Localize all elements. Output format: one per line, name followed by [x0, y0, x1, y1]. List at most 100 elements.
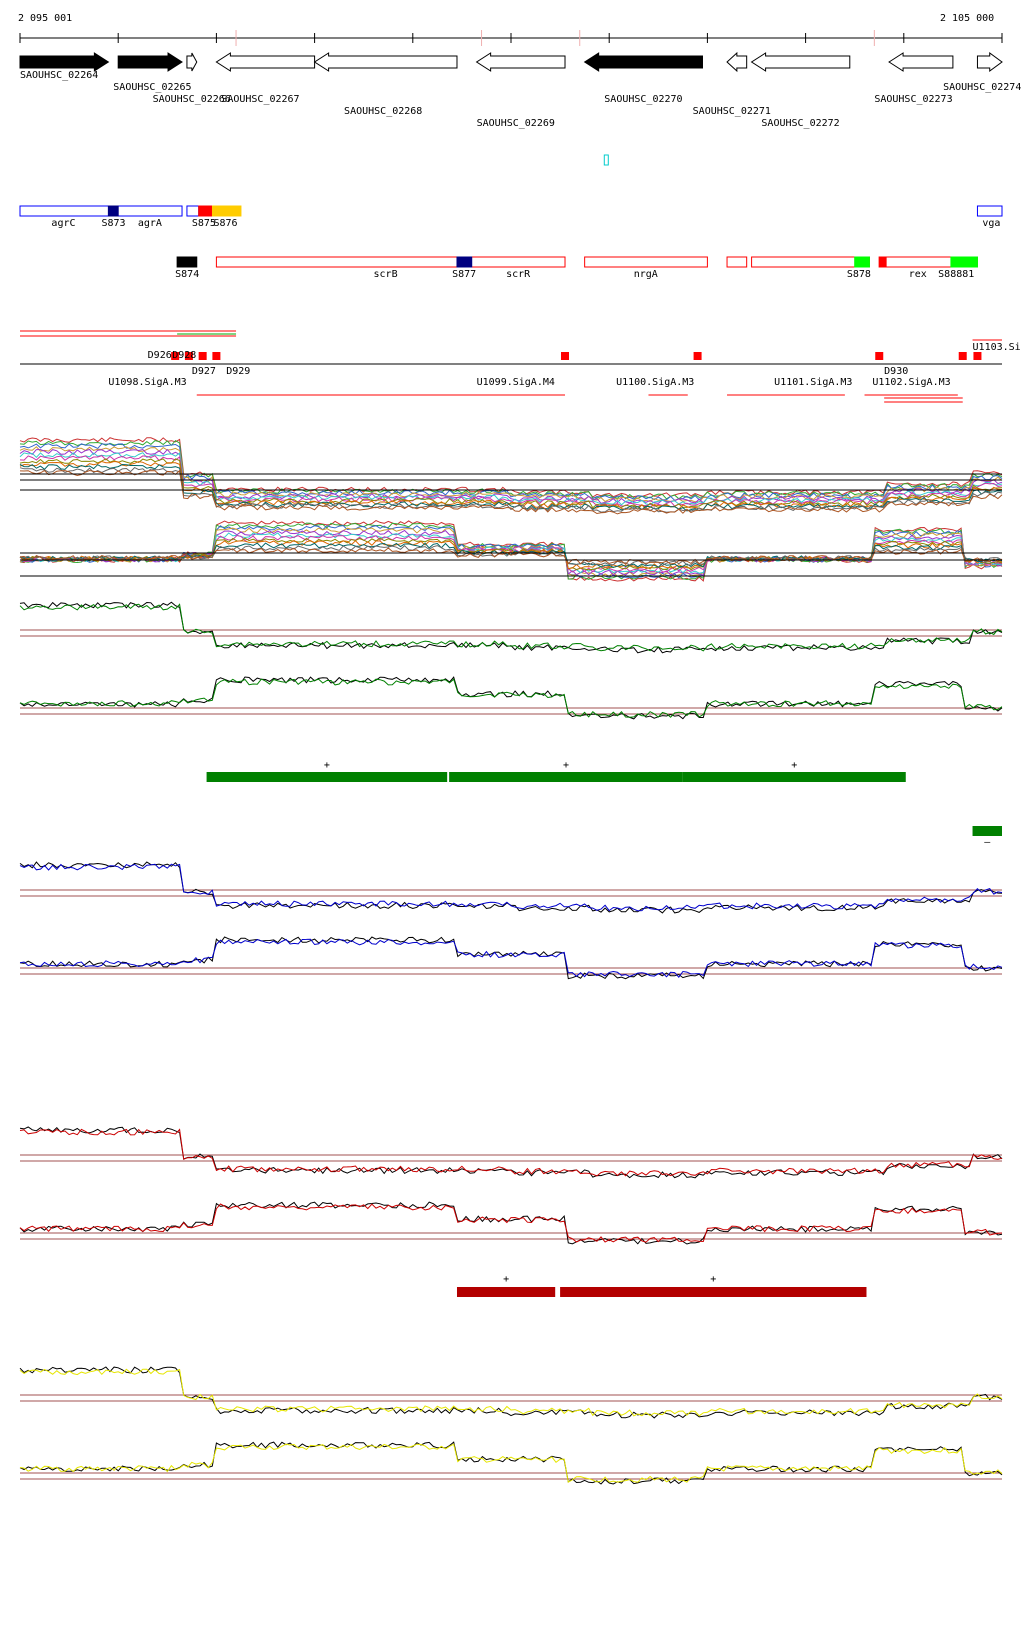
gene-label: SAOUHSC_02273 [874, 94, 952, 105]
feature-box [211, 205, 242, 217]
operon-label: D926 [148, 350, 172, 361]
expression-trace [19, 469, 1003, 515]
segment-strand: + [563, 760, 569, 771]
operon-label: D928 [172, 350, 196, 361]
segment-strand: + [710, 1274, 716, 1285]
promoter-mark [693, 352, 702, 360]
feature-box [198, 205, 213, 217]
promoter-mark [561, 352, 570, 360]
promoter-mark [212, 352, 221, 360]
segment-strand: + [503, 1274, 509, 1285]
operon-label: U1101.SigA.M3 [774, 377, 852, 388]
segment-bar [972, 826, 1002, 836]
trace-colour [19, 603, 1003, 652]
feature-label: scrB [374, 269, 398, 280]
gene-arrow [888, 52, 954, 72]
gene-arrow [215, 52, 316, 72]
feature-label: agrA [138, 218, 162, 229]
promoter-mark [973, 352, 982, 360]
trace-colour [19, 1128, 1003, 1177]
segment-strand: + [324, 760, 330, 771]
expression-trace [19, 545, 1003, 567]
trace-black [19, 1441, 1003, 1485]
feature-box [751, 256, 870, 268]
segment-bar [560, 1287, 867, 1297]
feature-label: S873 [102, 218, 126, 229]
gene-label: SAOUHSC_02269 [477, 118, 555, 129]
gene-arrow [726, 51, 748, 73]
promoter-mark [875, 352, 884, 360]
ruler-start-label: 2 095 001 [18, 13, 73, 24]
gene-label: SAOUHSC_02264 [20, 70, 98, 81]
gene-label: SAOUHSC_02267 [221, 94, 299, 105]
gene-label: SAOUHSC_02268 [344, 106, 422, 117]
gene-arrow [313, 52, 458, 72]
operon-label: U1103.Si [973, 342, 1021, 353]
segment-strand: + [791, 760, 797, 771]
feature-box [215, 256, 566, 268]
gene-label: SAOUHSC_02272 [761, 118, 839, 129]
feature-box [176, 256, 198, 268]
trace-black [19, 936, 1003, 980]
feature-label: S878 [847, 269, 871, 280]
expression-trace [19, 537, 1003, 571]
segment-bar [449, 772, 683, 782]
expression-trace [19, 534, 1003, 573]
feature-label: vga [982, 218, 1000, 229]
feature-box [854, 256, 870, 268]
operon-label: U1099.SigA.M4 [477, 377, 555, 388]
promoter-mark [184, 352, 193, 360]
segment-bar [206, 772, 448, 782]
feature-label: S874 [175, 269, 199, 280]
segment-bar [456, 1287, 556, 1297]
feature-box [878, 256, 887, 268]
expression-trace [19, 460, 1003, 511]
trace-black [19, 676, 1003, 720]
promoter-mark [171, 352, 180, 360]
operon-label: U1100.SigA.M3 [616, 377, 694, 388]
feature-box [584, 256, 708, 268]
gene-label: SAOUHSC_02270 [604, 94, 682, 105]
trace-black [19, 601, 1003, 654]
gene-arrow [750, 52, 851, 72]
gene-arrow [976, 52, 1003, 72]
operon-label: U1102.SigA.M3 [872, 377, 950, 388]
feature-box [976, 205, 1003, 217]
operon-label: D929 [226, 366, 250, 377]
segment-strand: – [984, 837, 991, 848]
feature-box [726, 256, 748, 268]
feature-label: agrC [51, 218, 75, 229]
trace-colour [19, 1203, 1003, 1243]
gene-label: SAOUHSC_02265 [113, 82, 191, 93]
trace-colour [19, 938, 1003, 978]
operon-label: U1098.SigA.M3 [108, 377, 186, 388]
trace-colour [19, 863, 1003, 912]
promoter-mark [198, 352, 207, 360]
operon-label: D927 [192, 366, 216, 377]
ruler-end-label: 2 105 000 [940, 13, 995, 24]
trace-colour [19, 1443, 1003, 1483]
feature-label: nrgA [634, 269, 658, 280]
gene-arrow [19, 52, 110, 72]
promoter-mark [958, 352, 967, 360]
feature-box [107, 205, 119, 217]
gene-arrow [117, 52, 183, 72]
feature-box [19, 205, 183, 217]
feature-label: S875 [192, 218, 216, 229]
trace-colour [19, 678, 1003, 718]
segment-bar [682, 772, 906, 782]
gene-label: SAOUHSC_02266 [153, 94, 231, 105]
expression-trace [19, 547, 1003, 565]
feature-label: scrR [506, 269, 531, 280]
feature-label: S877 [452, 269, 476, 280]
gene-label: SAOUHSC_02271 [693, 106, 771, 117]
feature-box [950, 256, 978, 268]
gene-arrow [475, 52, 566, 72]
cyan-marker [603, 154, 609, 166]
feature-label: rex [909, 269, 927, 280]
trace-colour [19, 1368, 1003, 1417]
expression-trace [19, 542, 1003, 568]
gene-arrow [186, 52, 198, 72]
